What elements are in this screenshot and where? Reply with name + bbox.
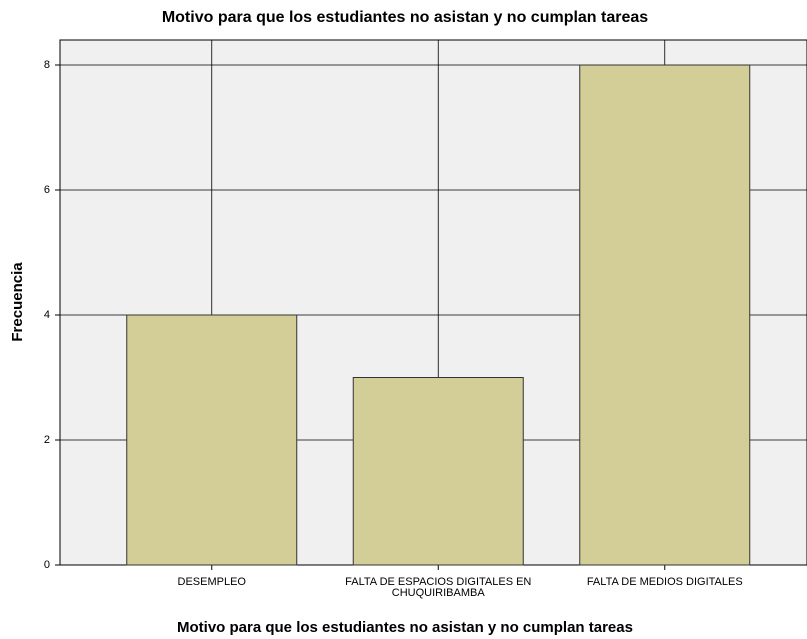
bar [579, 64, 751, 566]
y-tick-label: 2 [44, 434, 50, 446]
bar [352, 377, 524, 566]
x-axis-title: Motivo para que los estudiantes no asist… [177, 619, 633, 636]
y-tick-label: 8 [44, 59, 50, 71]
chart-title: Motivo para que los estudiantes no asist… [162, 9, 648, 26]
x-tick-label: FALTA DE ESPACIOS DIGITALES EN CHUQUIRIB… [345, 576, 532, 599]
x-tick-label: DESEMPLEO [177, 576, 246, 588]
y-tick-label: 0 [44, 559, 50, 571]
y-tick-label: 4 [44, 309, 50, 321]
bar [126, 314, 298, 566]
y-axis-title: Frecuencia [9, 262, 26, 342]
x-tick-label: FALTA DE MEDIOS DIGITALES [586, 576, 743, 588]
y-tick-label: 6 [44, 184, 50, 196]
